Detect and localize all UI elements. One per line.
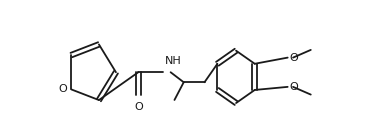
Text: NH: NH xyxy=(164,56,181,66)
Text: O: O xyxy=(289,53,298,63)
Text: O: O xyxy=(289,82,298,92)
Text: O: O xyxy=(134,102,142,112)
Text: O: O xyxy=(58,84,67,95)
